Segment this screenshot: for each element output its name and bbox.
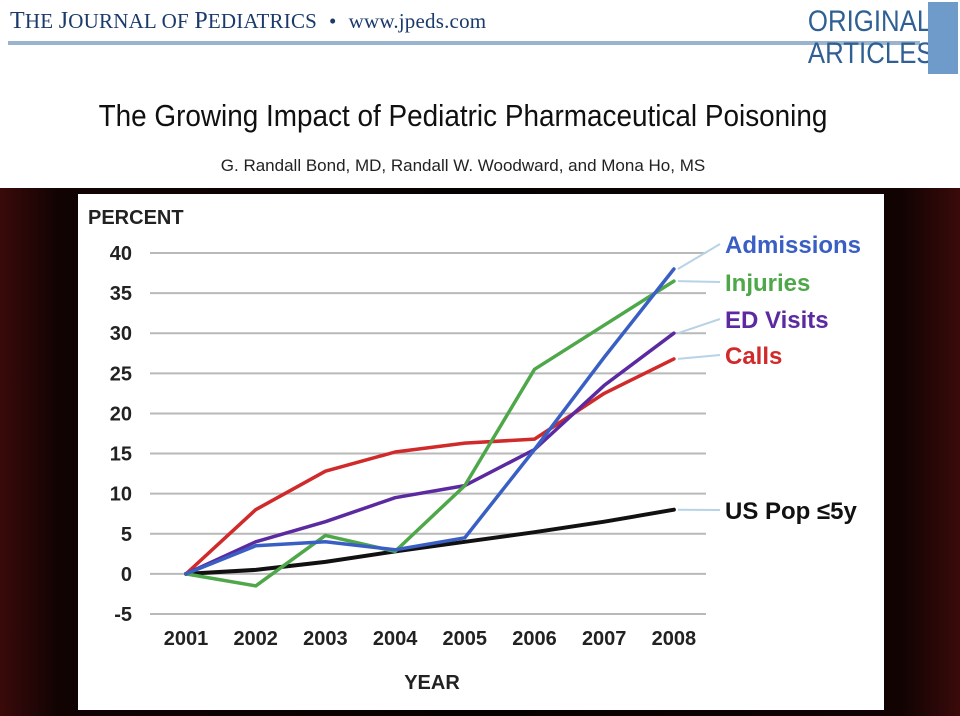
series-line-calls (184, 357, 676, 576)
x-tick-label: 2004 (373, 628, 418, 650)
x-tick-label: 2008 (652, 628, 697, 650)
journal-url: www.jpeds.com (348, 9, 487, 33)
journal-letter: T (10, 8, 25, 34)
journal-text: EDIATRICS (207, 9, 318, 33)
y-tick-label: 20 (110, 403, 132, 425)
journal-text: HE (24, 9, 59, 33)
series-line-admissions (184, 267, 676, 576)
x-tick-label: 2003 (303, 628, 348, 650)
legend-entry: ED Visits (725, 307, 829, 334)
legend-entry: US Pop ≤5y (725, 498, 858, 525)
article-title: The Growing Impact of Pediatric Pharmace… (98, 98, 828, 133)
y-tick-label: 10 (110, 484, 132, 506)
series-lines (184, 267, 676, 588)
x-tick-label: 2002 (233, 628, 278, 650)
y-tick-label: 15 (110, 444, 132, 466)
x-tick-labels: 2001 2002 2003 2004 2005 2006 2007 2008 (164, 628, 696, 650)
journal-name: THE JOURNAL OF PEDIATRICS • www.jpeds.com (10, 8, 486, 35)
y-tick-labels: 40 35 30 25 20 15 10 5 0 -5 (110, 243, 132, 626)
journal-letter: P (194, 8, 208, 34)
x-tick-label: 2007 (582, 628, 627, 650)
legend-leader (677, 354, 721, 360)
legend-leader (677, 280, 721, 283)
x-tick-label: 2001 (164, 628, 209, 650)
journal-letter: J (58, 8, 69, 34)
x-tick-label: 2005 (443, 628, 488, 650)
legend-entry: Admissions (725, 232, 861, 259)
legend-leader (677, 243, 721, 270)
x-tick-label: 2006 (512, 628, 557, 650)
legend-entry: Injuries (725, 270, 810, 297)
legend-leader (677, 318, 721, 335)
section-tag-bar (928, 2, 958, 74)
section-tag-line: ORIGINAL (807, 5, 932, 38)
series-line-injuries (184, 279, 676, 588)
header-rule (8, 41, 920, 45)
y-tick-label: 35 (110, 283, 132, 305)
journal-text: OURNAL OF (68, 9, 195, 33)
y-tick-label: 25 (110, 363, 132, 385)
legend: Admissions Injuries ED Visits Calls US Pop ≤… (677, 232, 861, 525)
y-tick-label: 0 (121, 564, 132, 586)
x-axis-label: YEAR (404, 672, 460, 694)
series-line-us-pop-5y (184, 507, 676, 576)
y-tick-label: -5 (114, 604, 132, 626)
y-tick-label: 5 (121, 524, 132, 546)
article-authors: G. Randall Bond, MD, Randall W. Woodward… (220, 156, 706, 175)
header-bullet: • (329, 9, 337, 33)
y-axis-label: PERCENT (88, 207, 184, 229)
y-tick-label: 30 (110, 323, 132, 345)
section-tag: ORIGINAL ARTICLES (807, 5, 934, 70)
legend-entry: Calls (725, 343, 782, 370)
section-tag-line: ARTICLES (807, 37, 934, 70)
series-line-ed-visits (184, 331, 676, 576)
y-tick-label: 40 (110, 243, 132, 265)
grid-lines (150, 252, 706, 615)
